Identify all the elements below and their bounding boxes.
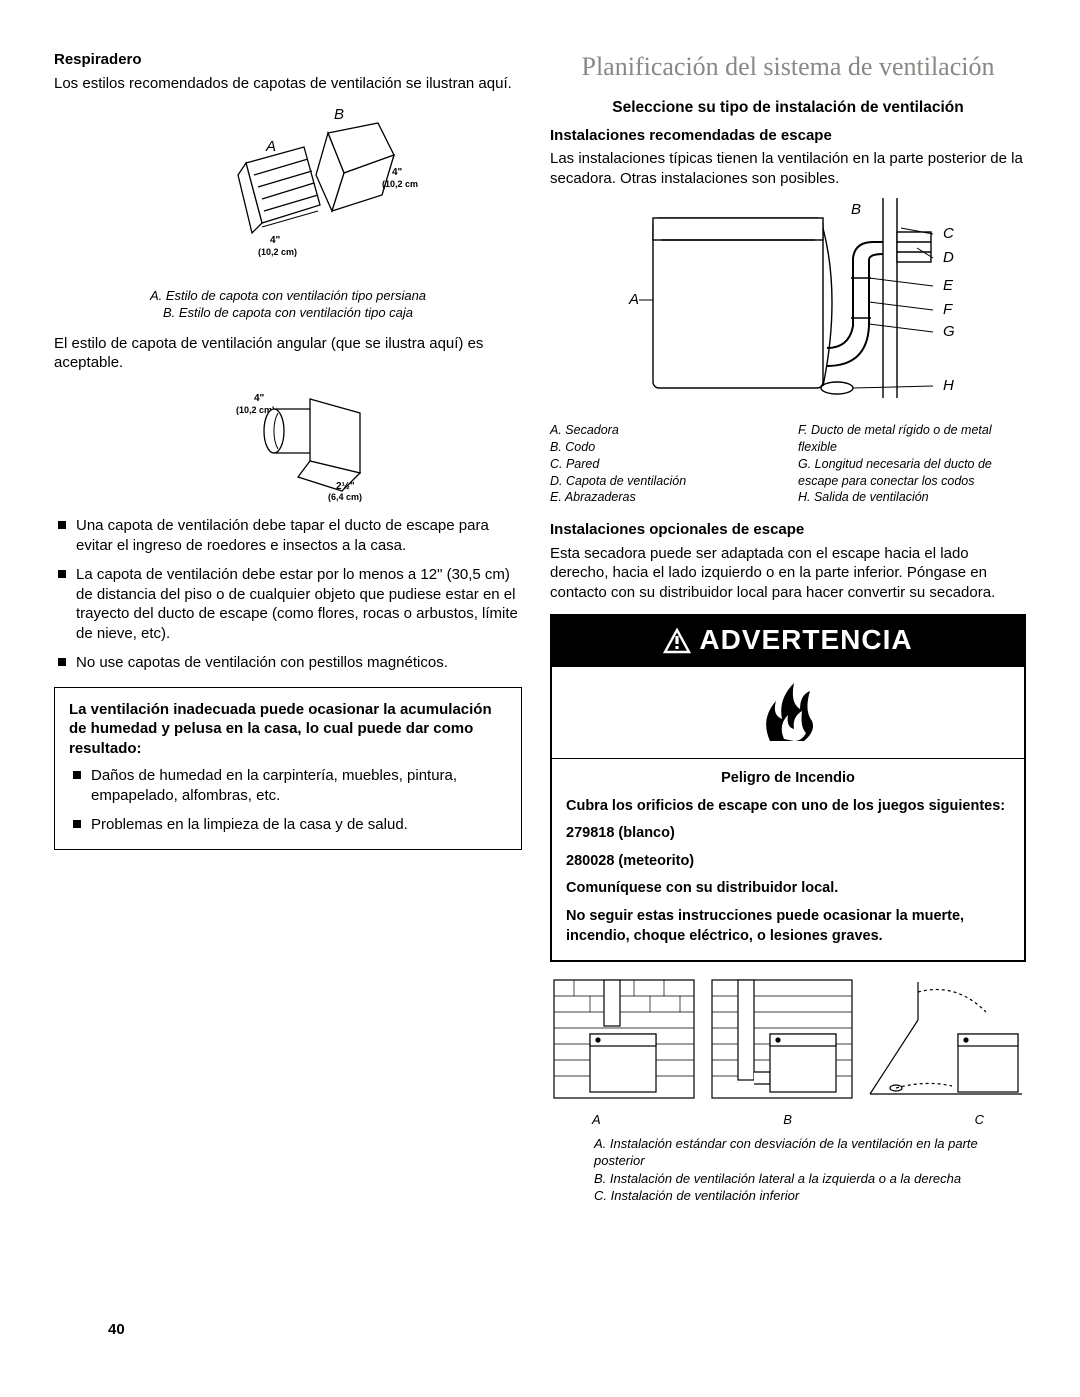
boxed-bullet: Daños de humedad en la carpintería, mueb… [69, 766, 507, 805]
svg-text:(10,2 cm): (10,2 cm) [382, 179, 418, 189]
svg-text:4": 4" [254, 393, 265, 404]
recommended-heading: Instalaciones recomendadas de escape [550, 126, 1026, 146]
warning-box: ADVERTENCIA Peligro de Incendio Cubra lo… [550, 614, 1026, 962]
angular-hood-paragraph: El estilo de capota de ventilación angul… [54, 334, 522, 373]
dryer-diagram-legend: A. Secadora B. Codo C. Pared D. Capota d… [550, 422, 1026, 506]
svg-text:F: F [943, 301, 953, 318]
boxed-lead: La ventilación inadecuada puede ocasiona… [69, 700, 507, 759]
svg-text:(6,4 cm): (6,4 cm) [328, 492, 362, 502]
bullet-item: No use capotas de ventilación con pestil… [54, 653, 522, 673]
svg-text:(10,2 cm): (10,2 cm) [258, 247, 297, 257]
install-option-diagrams [550, 976, 1026, 1108]
svg-text:4": 4" [392, 167, 403, 178]
svg-text:4": 4" [270, 235, 281, 246]
svg-text:D: D [943, 249, 954, 266]
respiradero-heading: Respiradero [54, 50, 522, 70]
fire-icon [750, 675, 826, 745]
svg-text:A: A [628, 291, 639, 308]
warning-triangle-icon [663, 628, 691, 654]
recommended-paragraph: Las instalaciones típicas tienen la vent… [550, 149, 1026, 188]
install-option-legend: A. Instalación estándar con desviación d… [594, 1135, 1026, 1205]
hood-diagram-1: B 4" (10,2 cm) A [54, 103, 522, 279]
fire-danger-title: Peligro de Incendio [566, 769, 1010, 789]
intro-paragraph: Los estilos recomendados de capotas de v… [54, 74, 522, 94]
boxed-bullet: Problemas en la limpieza de la casa y de… [69, 815, 507, 835]
warning-header: ADVERTENCIA [552, 616, 1024, 666]
optional-heading: Instalaciones opcionales de escape [550, 520, 1026, 540]
dryer-vent-diagram: A B C D E F G H [550, 198, 1026, 414]
left-column: Respiradero Los estilos recomendados de … [54, 50, 522, 1205]
page-number: 40 [108, 1320, 125, 1340]
svg-text:G: G [943, 323, 955, 340]
svg-text:2½": 2½" [336, 481, 355, 492]
main-title: Planificación del sistema de ventilación [550, 50, 1026, 84]
bullet-item: Una capota de ventilación debe tapar el … [54, 516, 522, 555]
svg-text:E: E [943, 277, 954, 294]
install-option-labels: A B C [592, 1112, 984, 1129]
select-type-heading: Seleccione su tipo de instalación de ven… [550, 98, 1026, 118]
inadequate-vent-box: La ventilación inadecuada puede ocasiona… [54, 687, 522, 850]
fire-icon-area [552, 667, 1024, 760]
diagram1-label-b: B [334, 106, 344, 123]
diagram1-legend: A. Estilo de capota con ventilación tipo… [54, 287, 522, 322]
svg-text:C: C [943, 225, 954, 242]
bullet-item: La capota de ventilación debe estar por … [54, 565, 522, 643]
hood-bullet-list: Una capota de ventilación debe tapar el … [54, 516, 522, 673]
warning-body: Peligro de Incendio Cubra los orificios … [552, 759, 1024, 960]
svg-text:H: H [943, 377, 954, 394]
diagram1-label-a: A [265, 138, 276, 155]
optional-paragraph: Esta secadora puede ser adaptada con el … [550, 544, 1026, 603]
hood-diagram-2: 4" (10,2 cm) 2½" (6,4 cm) [54, 383, 522, 509]
svg-text:B: B [851, 201, 861, 218]
right-column: Planificación del sistema de ventilación… [550, 50, 1026, 1205]
